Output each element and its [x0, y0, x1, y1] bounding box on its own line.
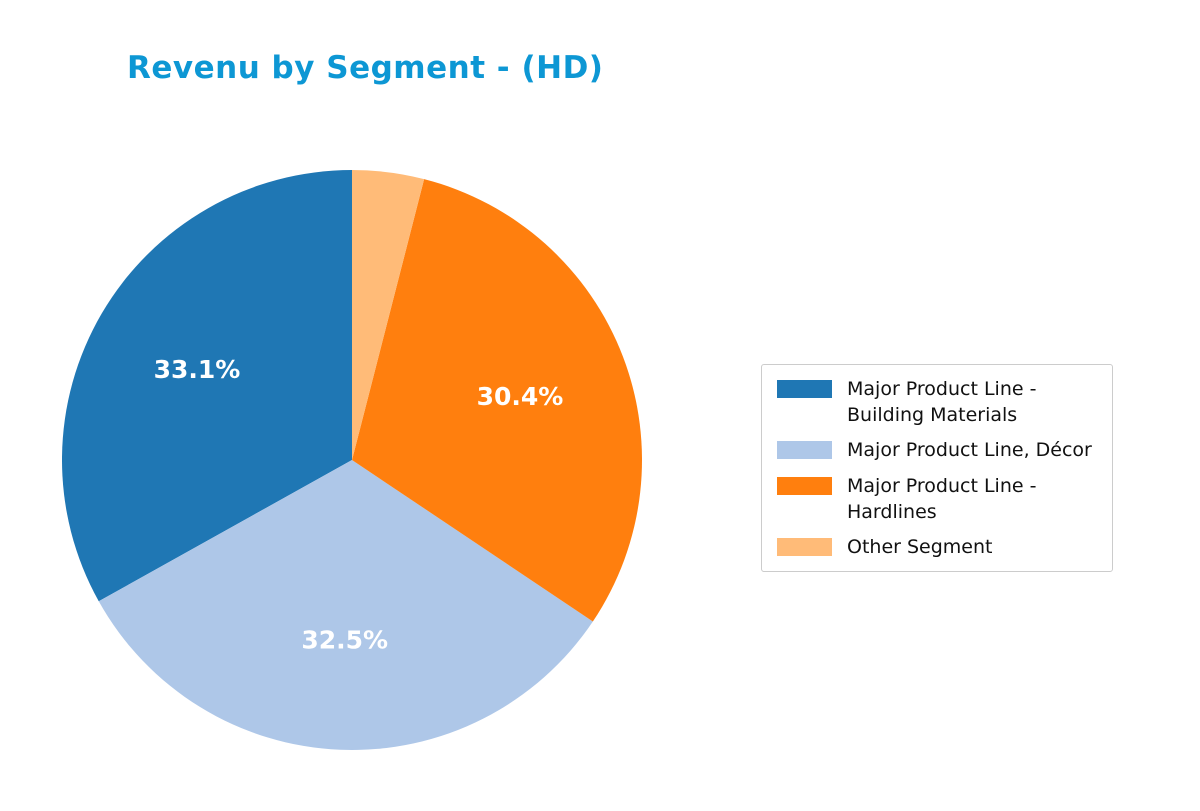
- pie-chart: 33.1% 32.5% 30.4%: [62, 170, 642, 750]
- legend-item-3: Other Segment: [777, 534, 1097, 560]
- pie-slice-0: [62, 170, 352, 602]
- legend: Major Product Line - Building Materials M…: [761, 364, 1113, 573]
- pie-percent-label-2: 30.4%: [477, 382, 564, 411]
- pie-percent-label-1: 32.5%: [301, 626, 388, 655]
- legend-swatch-3: [777, 538, 832, 557]
- pie-percent-label-0: 33.1%: [154, 355, 241, 384]
- legend-label-3: Other Segment: [847, 536, 993, 559]
- legend-swatch-1: [777, 441, 832, 460]
- legend-label-1: Major Product Line, Décor: [847, 439, 1092, 462]
- pie-slice-3: [352, 170, 425, 460]
- pie-slice-2: [352, 179, 642, 622]
- chart-title: Revenu by Segment - (HD): [127, 50, 604, 86]
- legend-swatch-2: [777, 476, 832, 495]
- legend-item-2: Major Product Line - Hardlines: [777, 473, 1097, 525]
- legend-item-1: Major Product Line, Décor: [777, 437, 1097, 463]
- legend-label-0: Major Product Line - Building Materials: [847, 378, 1037, 427]
- legend-item-0: Major Product Line - Building Materials: [777, 376, 1097, 428]
- legend-label-2: Major Product Line - Hardlines: [847, 474, 1037, 523]
- pie-slice-1: [98, 460, 593, 750]
- legend-swatch-0: [777, 380, 832, 398]
